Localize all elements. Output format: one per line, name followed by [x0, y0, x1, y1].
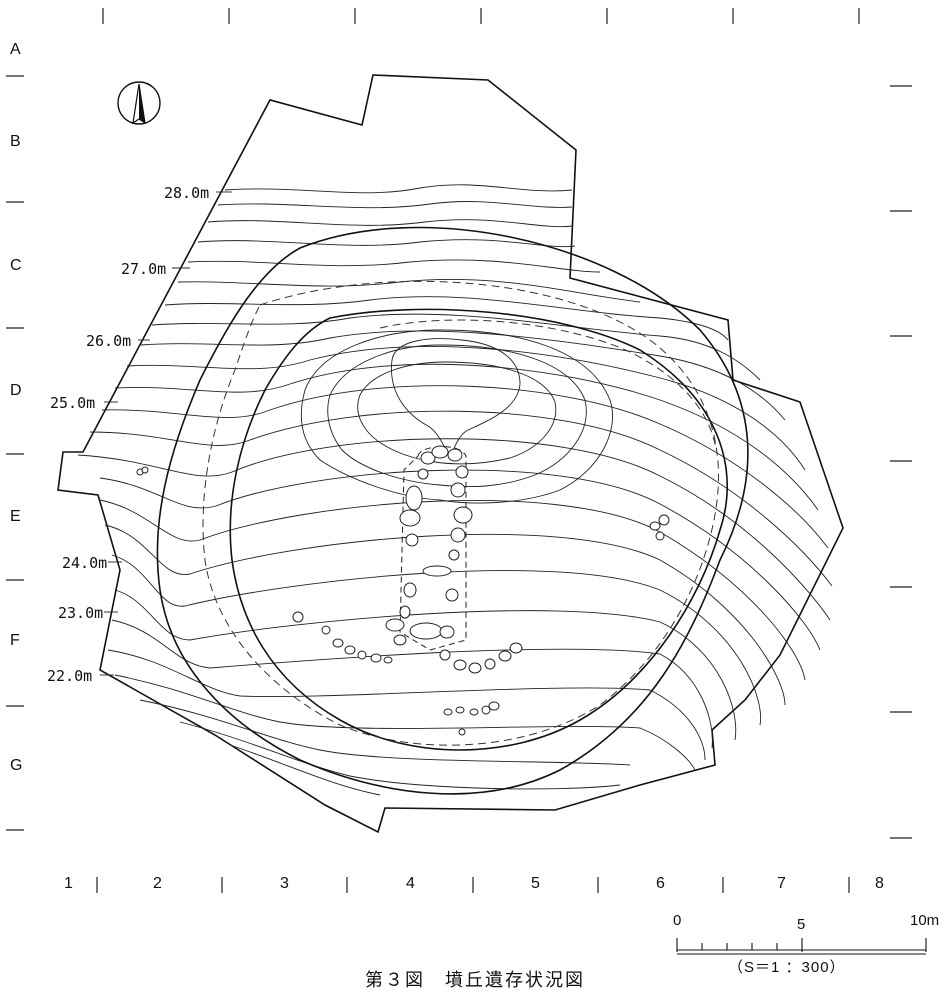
contour-label: 28.0m — [164, 184, 210, 202]
scale-tick-label: 0 — [673, 912, 682, 929]
contour-label-leaders — [100, 191, 232, 676]
survey-boundary — [57, 74, 844, 834]
grid-row-label: C — [10, 257, 22, 274]
stone-chamber — [136, 445, 670, 736]
grid-column-label: 1 — [64, 875, 73, 892]
contour-lines — [77, 184, 833, 796]
grid-column-label: 3 — [280, 875, 289, 892]
grid-row-label: B — [10, 133, 21, 150]
grid-column-label: 2 — [153, 875, 162, 892]
scale-tick-label: 10m — [910, 912, 940, 929]
grid-row-label: G — [10, 757, 23, 774]
grid-column-label: 8 — [875, 875, 884, 892]
figure-caption: 第３図 墳丘遺存状況図 — [365, 970, 585, 991]
scale-ratio: （S＝1 ：300） — [728, 959, 846, 976]
grid-column-label: 5 — [531, 875, 540, 892]
contour-label: 24.0m — [62, 554, 108, 572]
contour-label: 23.0m — [58, 604, 104, 622]
grid-ticks-bottom — [96, 877, 850, 893]
grid-ticks-left — [6, 75, 24, 831]
mound-outline — [156, 226, 749, 795]
contour-label: 26.0m — [86, 332, 132, 350]
grid-row-label: D — [10, 382, 22, 399]
scale-bar — [676, 938, 927, 955]
contour-label: 25.0m — [50, 394, 96, 412]
grid-ticks-top — [102, 8, 860, 24]
grid-column-label: 4 — [406, 875, 415, 892]
dashed-rings — [202, 280, 719, 746]
grid-ticks-right — [890, 85, 912, 839]
scale-tick-label: 5 — [797, 916, 806, 933]
contour-label: 27.0m — [121, 260, 167, 278]
north-arrow-icon — [117, 81, 161, 125]
grid-column-label: 6 — [656, 875, 665, 892]
grid-column-label: 7 — [777, 875, 786, 892]
grid-row-label: E — [10, 508, 21, 525]
contour-label: 22.0m — [47, 667, 93, 685]
grid-row-label: F — [10, 632, 20, 649]
grid-row-label: A — [10, 41, 21, 58]
